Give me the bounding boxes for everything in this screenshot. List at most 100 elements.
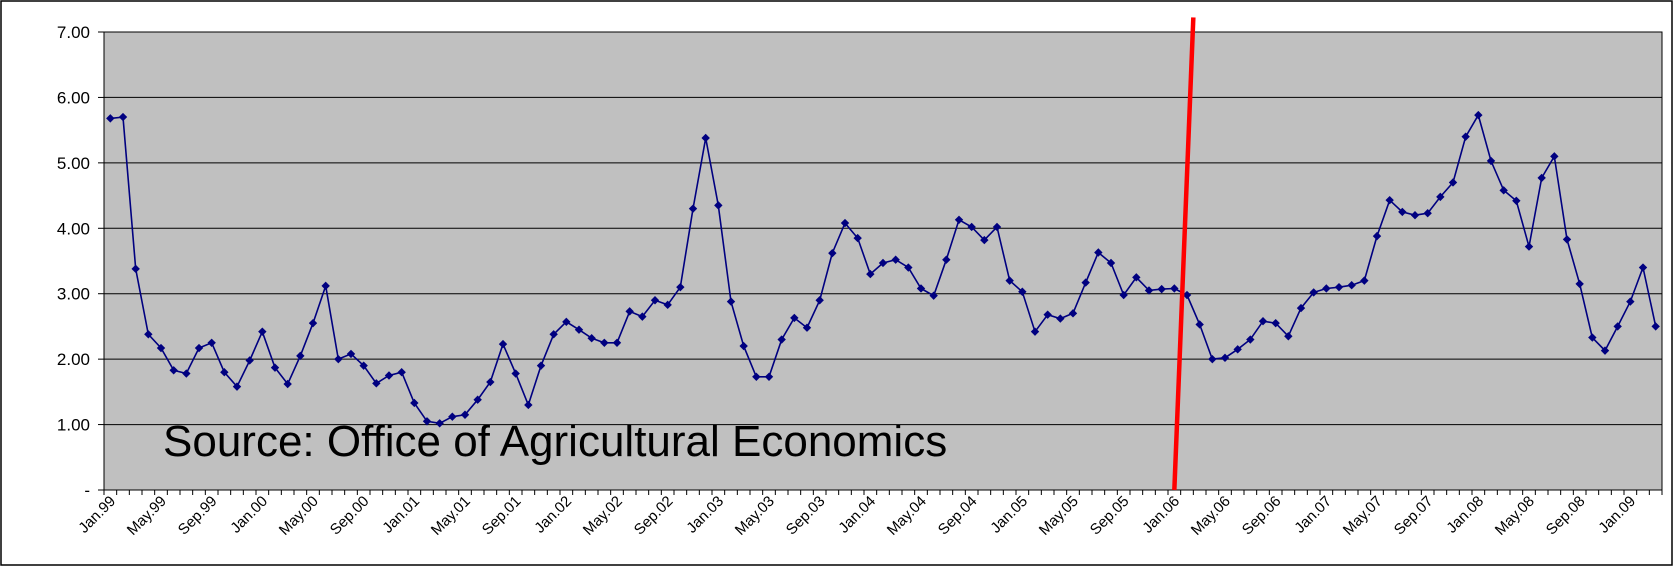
data-point (524, 400, 533, 410)
data-point (1524, 242, 1534, 251)
data-point (1106, 258, 1116, 268)
data-point (612, 338, 622, 347)
data-point (397, 368, 406, 377)
y-tick-label: - (84, 481, 90, 500)
data-point (802, 323, 812, 332)
data-point (448, 412, 457, 421)
data-point (701, 133, 710, 143)
data-point (967, 222, 976, 232)
data-point (498, 339, 508, 349)
data-point (435, 419, 444, 428)
data-point (1423, 209, 1432, 218)
data-point (194, 343, 204, 353)
data-point (232, 382, 242, 391)
data-point (815, 296, 824, 305)
data-point (980, 235, 989, 245)
data-point (1132, 273, 1141, 282)
data-point (1271, 318, 1280, 328)
data-point (1170, 284, 1179, 293)
data-point (1638, 263, 1648, 272)
data-point (1613, 322, 1622, 331)
data-point (1600, 346, 1610, 355)
data-point (1246, 335, 1255, 344)
data-point (1410, 211, 1420, 220)
data-point (1233, 345, 1242, 354)
data-point (1588, 333, 1597, 342)
data-point (600, 338, 609, 347)
data-point (1018, 287, 1027, 296)
data-point (1499, 186, 1508, 195)
data-point (1309, 288, 1318, 297)
data-point (1056, 314, 1065, 323)
data-point (258, 327, 267, 336)
y-tick-label: 1.00 (57, 416, 90, 435)
data-point (422, 417, 432, 426)
data-point (359, 361, 368, 370)
y-tick-label: 6.00 (57, 88, 90, 107)
data-point (840, 218, 850, 228)
data-point (587, 334, 596, 343)
data-point (106, 114, 115, 123)
data-point (308, 318, 318, 328)
data-point (878, 258, 888, 268)
data-point (1322, 284, 1331, 293)
series-group (106, 110, 1660, 428)
data-point (1068, 309, 1078, 318)
data-point (1626, 297, 1635, 306)
data-point (1195, 320, 1204, 329)
data-point (650, 296, 660, 305)
data-point (1461, 132, 1470, 141)
data-point (1474, 110, 1483, 120)
data-point (663, 300, 672, 310)
data-point (118, 112, 128, 122)
data-point (486, 377, 495, 387)
data-point (511, 369, 520, 378)
data-point (954, 215, 964, 224)
data-point (726, 297, 736, 306)
data-point (1030, 327, 1040, 336)
source-annotation: Source: Office of Agricultural Economics (163, 417, 947, 466)
y-axis: - 1.00 2.00 3.00 4.00 5.00 6.00 7.00 (57, 23, 104, 500)
data-point (549, 330, 558, 339)
data-point (1398, 207, 1407, 217)
data-point (676, 282, 685, 292)
data-point (828, 248, 837, 258)
data-point (688, 204, 698, 213)
data-point (853, 233, 862, 243)
data-point (891, 255, 900, 264)
data-point (1347, 281, 1356, 290)
data-point (1448, 178, 1458, 187)
data-point (1094, 248, 1103, 257)
data-point (1144, 286, 1154, 295)
data-point (1372, 231, 1382, 241)
data-point (1258, 316, 1268, 326)
data-point (1005, 276, 1014, 285)
data-point (625, 307, 634, 316)
data-point (1550, 152, 1559, 161)
data-point (1157, 284, 1166, 294)
data-point (473, 395, 482, 404)
data-point (916, 284, 926, 293)
data-point (1296, 303, 1306, 313)
data-point (1043, 310, 1052, 319)
data-point (410, 398, 419, 408)
data-point (283, 379, 292, 389)
data-point (1208, 354, 1217, 364)
data-point (752, 372, 761, 382)
data-point (270, 363, 280, 372)
data-point (1119, 290, 1128, 300)
data-point (866, 269, 875, 279)
data-point (169, 366, 178, 375)
data-point (714, 201, 723, 210)
data-point (296, 351, 305, 361)
data-point (1436, 192, 1445, 202)
data-point (334, 354, 343, 364)
gridlines (104, 31, 1662, 426)
data-point (942, 255, 951, 264)
data-point (764, 372, 774, 382)
data-point (131, 264, 140, 274)
data-point (1182, 290, 1192, 300)
data-point (790, 313, 799, 323)
data-point (739, 341, 748, 351)
